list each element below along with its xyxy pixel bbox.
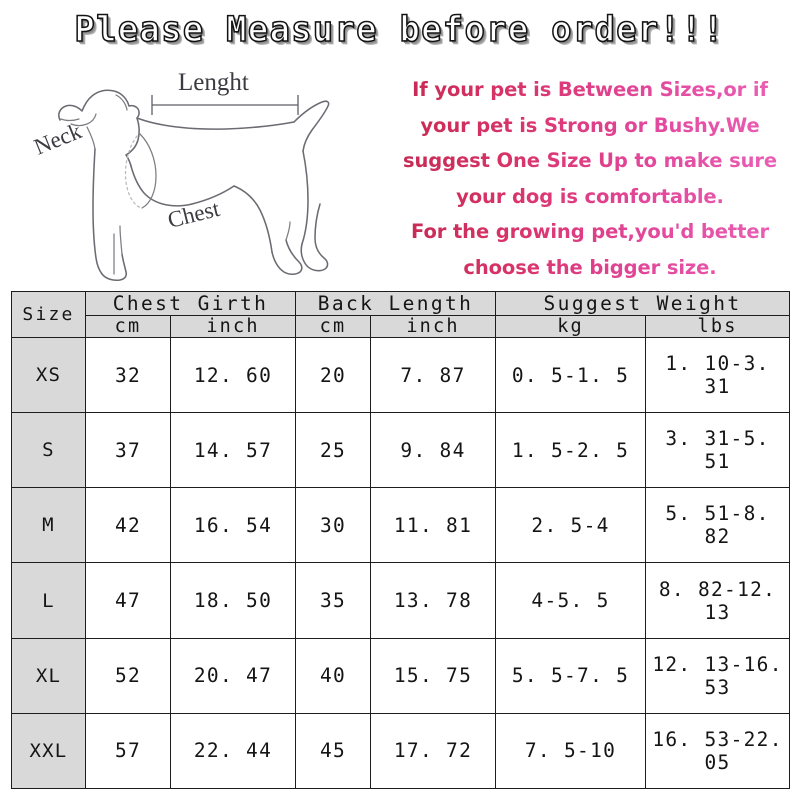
page-title: Please Measure before order!!! bbox=[74, 9, 726, 51]
cell-weight-kg: 0. 5-1. 5 bbox=[495, 336, 647, 414]
column-header-chest-inch: inch bbox=[169, 315, 297, 338]
cell-size: M bbox=[11, 487, 86, 564]
cell-back-cm: 20 bbox=[295, 336, 372, 414]
column-header-weight-lbs: lbs bbox=[645, 315, 791, 338]
cell-chest-inch: 14. 57 bbox=[169, 412, 297, 489]
cell-back-inch: 15. 75 bbox=[370, 637, 497, 714]
cell-back-cm: 30 bbox=[295, 487, 372, 564]
cell-size: XL bbox=[11, 637, 86, 714]
column-header-suggest-weight: Suggest Weight bbox=[495, 291, 791, 316]
diagram-label-neck: Neck bbox=[31, 118, 86, 160]
note-line: suggest One Size Up to make sure bbox=[392, 143, 788, 179]
cell-weight-kg: 2. 5-4 bbox=[495, 487, 647, 564]
note-line: choose the bigger size. bbox=[392, 250, 788, 286]
column-header-chest-cm: cm bbox=[85, 315, 171, 338]
cell-weight-lbs: 3. 31-5. 51 bbox=[645, 412, 791, 489]
sizing-advice-note: If your pet is Between Sizes,or if your … bbox=[392, 72, 788, 285]
cell-size: S bbox=[11, 412, 86, 489]
column-header-weight-kg: kg bbox=[495, 315, 647, 338]
cell-weight-lbs: 5. 51-8. 82 bbox=[645, 487, 791, 564]
cell-chest-cm: 32 bbox=[85, 336, 171, 414]
note-line: your dog is comfortable. bbox=[392, 179, 788, 215]
dog-body-outline bbox=[58, 89, 330, 282]
size-chart-table: Size Chest Girth Back Length Suggest Wei… bbox=[11, 291, 791, 790]
cell-size: XS bbox=[11, 336, 86, 414]
cell-chest-cm: 57 bbox=[85, 712, 171, 790]
cell-chest-cm: 37 bbox=[85, 412, 171, 489]
table-row: XL 52 20. 47 40 15. 75 5. 5-7. 5 12. 13-16. 53 bbox=[11, 637, 791, 714]
table-row: S 37 14. 57 25 9. 84 1. 5-2. 5 3. 31-5. 51 bbox=[11, 412, 791, 489]
column-header-size: Size bbox=[11, 291, 86, 338]
note-line: If your pet is Between Sizes,or if bbox=[392, 72, 788, 108]
cell-weight-lbs: 8. 82-12. 13 bbox=[645, 562, 791, 639]
cell-weight-lbs: 1. 10-3. 31 bbox=[645, 336, 791, 414]
cell-chest-cm: 47 bbox=[85, 562, 171, 639]
cell-weight-kg: 7. 5-10 bbox=[495, 712, 647, 790]
back-length-measure bbox=[151, 95, 299, 115]
cell-weight-kg: 1. 5-2. 5 bbox=[495, 412, 647, 489]
column-header-back-length: Back Length bbox=[295, 291, 497, 316]
cell-weight-kg: 5. 5-7. 5 bbox=[495, 637, 647, 714]
cell-size: XXL bbox=[11, 712, 86, 790]
diagram-label-length: Lenght bbox=[178, 69, 249, 96]
cell-back-inch: 17. 72 bbox=[370, 712, 497, 790]
cell-weight-lbs: 16. 53-22. 05 bbox=[645, 712, 791, 790]
column-header-back-inch: inch bbox=[370, 315, 497, 338]
cell-weight-lbs: 12. 13-16. 53 bbox=[645, 637, 791, 714]
cell-chest-cm: 52 bbox=[85, 637, 171, 714]
note-line: For the growing pet,you'd better bbox=[392, 214, 788, 250]
cell-chest-cm: 42 bbox=[85, 487, 171, 564]
size-chart-table-container: Size Chest Girth Back Length Suggest Wei… bbox=[11, 291, 791, 790]
cell-back-inch: 13. 78 bbox=[370, 562, 497, 639]
table-row: XS 32 12. 60 20 7. 87 0. 5-1. 5 1. 10-3. 31 bbox=[11, 336, 791, 414]
cell-back-cm: 35 bbox=[295, 562, 372, 639]
diagram-label-chest: Chest bbox=[165, 196, 222, 233]
table-row: XXL 57 22. 44 45 17. 72 7. 5-10 16. 53-22. 05 bbox=[11, 712, 791, 790]
cell-back-inch: 7. 87 bbox=[370, 336, 497, 414]
column-header-chest-girth: Chest Girth bbox=[84, 291, 297, 316]
title-bar: Please Measure before order!!! bbox=[0, 8, 800, 54]
cell-chest-inch: 20. 47 bbox=[169, 637, 297, 714]
cell-back-inch: 9. 84 bbox=[370, 412, 497, 489]
chest-girth-indicator bbox=[124, 133, 157, 209]
cell-size: L bbox=[11, 562, 86, 639]
cell-weight-kg: 4-5. 5 bbox=[495, 562, 647, 639]
table-row: L 47 18. 50 35 13. 78 4-5. 5 8. 82-12. 13 bbox=[11, 562, 791, 639]
table-header-group-row: Size Chest Girth Back Length Suggest Wei… bbox=[11, 291, 791, 338]
dog-measurement-diagram: Lenght Neck Chest bbox=[30, 48, 380, 290]
table-row: M 42 16. 54 30 11. 81 2. 5-4 5. 51-8. 82 bbox=[11, 487, 791, 564]
cell-chest-inch: 16. 54 bbox=[169, 487, 297, 564]
cell-chest-inch: 22. 44 bbox=[169, 712, 297, 790]
table-header-unit-row: cm inch cm inch kg lbs bbox=[12, 315, 791, 338]
cell-chest-inch: 18. 50 bbox=[169, 562, 297, 639]
note-line: your pet is Strong or Bushy.We bbox=[392, 108, 788, 144]
column-header-back-cm: cm bbox=[295, 315, 372, 338]
cell-back-cm: 40 bbox=[295, 637, 372, 714]
cell-back-cm: 25 bbox=[295, 412, 372, 489]
cell-back-inch: 11. 81 bbox=[370, 487, 497, 564]
cell-chest-inch: 12. 60 bbox=[169, 336, 297, 414]
cell-back-cm: 45 bbox=[295, 712, 372, 790]
